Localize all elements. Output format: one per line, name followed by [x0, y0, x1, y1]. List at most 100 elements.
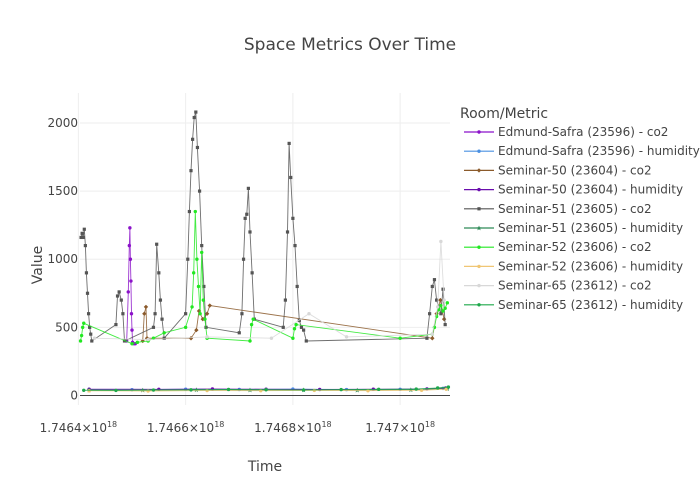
data-point	[201, 298, 206, 302]
data-point	[292, 327, 297, 331]
data-point	[285, 230, 290, 234]
data-point	[121, 312, 125, 316]
data-point	[445, 301, 450, 305]
data-point	[162, 336, 166, 340]
data-point	[250, 271, 254, 275]
y-axis-label: Value	[30, 246, 46, 284]
data-point	[88, 325, 92, 329]
legend-item: Edmund-Safra (23596) - co2	[464, 125, 668, 139]
legend-item: Seminar-50 (23604) - co2	[464, 163, 652, 177]
data-point	[187, 209, 191, 214]
data-point	[439, 312, 443, 316]
legend-label: Seminar-52 (23606) - co2	[498, 240, 652, 254]
data-point	[434, 298, 439, 302]
data-point	[191, 271, 196, 275]
data-point	[146, 337, 150, 342]
series-6	[78, 209, 450, 346]
legend-swatch-marker	[477, 149, 481, 153]
legend-label: Edmund-Safra (23596) - co2	[498, 125, 668, 139]
data-point	[198, 312, 202, 316]
data-point	[205, 335, 209, 339]
data-point	[226, 387, 231, 392]
x-tick-base: 1.7464×10	[40, 421, 107, 435]
legend: Room/Metric Edmund-Safra (23596) - co2 Ed…	[460, 106, 700, 312]
legend-item: Edmund-Safra (23596) - humidity	[464, 144, 700, 158]
data-point	[196, 284, 201, 289]
data-point	[85, 291, 90, 295]
data-point	[241, 257, 246, 261]
data-point	[293, 243, 297, 248]
data-point	[439, 239, 443, 244]
data-point	[79, 333, 84, 338]
data-point	[245, 212, 249, 216]
series-line	[83, 386, 449, 391]
data-point	[82, 227, 86, 231]
data-point	[291, 216, 295, 220]
data-point	[432, 278, 437, 282]
data-point	[86, 312, 91, 316]
data-point	[295, 284, 299, 289]
data-point	[204, 311, 210, 316]
data-point	[114, 388, 118, 393]
data-point	[153, 312, 157, 316]
data-point	[78, 339, 83, 343]
series-line	[89, 388, 447, 392]
data-point	[151, 325, 156, 329]
data-point	[119, 298, 123, 302]
data-point	[246, 186, 250, 190]
data-point	[435, 305, 440, 309]
x-tick-exponent: 18	[214, 420, 224, 429]
legend-label: Seminar-65 (23612) - co2	[498, 279, 652, 293]
data-point	[203, 317, 207, 321]
legend-item: Seminar-50 (23604) - humidity	[464, 183, 683, 197]
data-point	[428, 312, 432, 316]
data-point	[189, 388, 193, 392]
data-point	[126, 290, 130, 294]
data-point	[442, 298, 446, 302]
data-point	[82, 321, 86, 325]
data-point	[430, 336, 435, 341]
data-point	[128, 226, 132, 230]
data-point	[190, 305, 194, 309]
data-point	[135, 340, 140, 345]
data-point	[142, 311, 147, 316]
y-tick-label: 500	[55, 320, 78, 334]
legend-label: Seminar-50 (23604) - humidity	[498, 183, 683, 197]
data-point	[441, 309, 445, 313]
data-point	[294, 322, 298, 327]
data-point	[202, 284, 206, 289]
x-tick-label: 1.7468×1018	[254, 420, 332, 435]
data-point	[438, 297, 443, 303]
data-point	[439, 303, 443, 308]
data-point	[80, 231, 84, 235]
data-point	[243, 216, 247, 220]
legend-label: Seminar-52 (23606) - humidity	[498, 259, 683, 273]
data-point	[81, 235, 85, 240]
data-point	[192, 115, 196, 120]
data-point	[281, 325, 285, 329]
data-point	[344, 335, 349, 339]
data-point	[115, 294, 120, 298]
data-point	[443, 306, 447, 310]
plot-area	[78, 110, 451, 393]
data-point	[248, 339, 252, 343]
data-point	[299, 325, 304, 329]
data-point	[430, 332, 435, 336]
data-point	[304, 339, 308, 343]
data-point	[183, 325, 188, 330]
data-point	[92, 336, 97, 340]
data-point	[114, 323, 118, 327]
legend-item: Seminar-52 (23606) - co2	[464, 240, 652, 254]
data-point	[158, 298, 163, 302]
x-tick-label: 1.747×1018	[365, 420, 435, 435]
data-point	[307, 312, 311, 316]
legend-item: Seminar-51 (23605) - co2	[464, 202, 652, 216]
x-tick-exponent: 18	[321, 420, 331, 429]
legend-item: Seminar-51 (23605) - humidity	[464, 221, 683, 235]
series-8	[92, 239, 446, 342]
data-point	[441, 287, 445, 291]
data-point	[430, 284, 434, 289]
